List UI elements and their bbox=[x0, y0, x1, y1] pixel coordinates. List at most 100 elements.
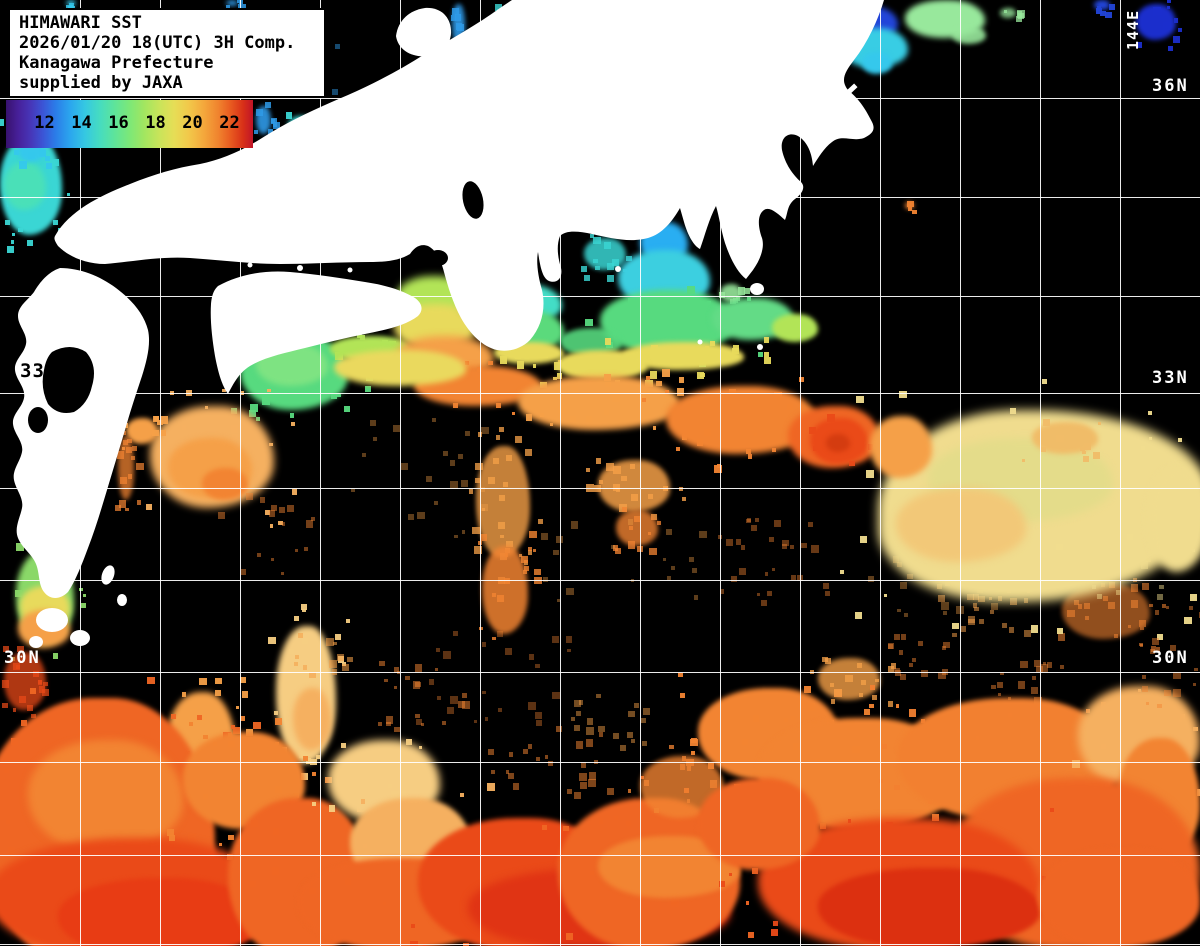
sst-speck bbox=[225, 5, 231, 10]
colorbar-tick-20: 20 bbox=[182, 113, 203, 133]
sst-speck bbox=[578, 699, 584, 705]
sst-speck bbox=[302, 608, 306, 613]
sst-speck bbox=[937, 594, 945, 602]
sst-speck bbox=[254, 130, 258, 134]
sst-speck bbox=[552, 691, 560, 699]
sst-speck bbox=[1141, 685, 1149, 693]
sst-speck bbox=[160, 429, 167, 436]
sst-speck bbox=[678, 377, 685, 383]
sst-speck bbox=[264, 101, 271, 108]
sst-speck bbox=[718, 880, 725, 887]
grid-line-lon bbox=[960, 0, 961, 946]
sst-speck bbox=[1157, 633, 1164, 640]
sst-speck bbox=[595, 458, 602, 464]
sst-speck bbox=[1126, 534, 1133, 541]
sst-speck bbox=[1022, 458, 1026, 462]
sst-speck bbox=[908, 709, 917, 717]
sst-speck bbox=[1030, 686, 1038, 694]
sst-speck bbox=[344, 878, 352, 885]
sst-speck bbox=[867, 576, 874, 583]
sst-speck bbox=[336, 392, 341, 398]
sst-speck bbox=[495, 402, 501, 408]
sst-speck bbox=[199, 677, 207, 686]
sst-speck bbox=[746, 901, 750, 905]
sst-speck bbox=[1159, 584, 1164, 590]
sst-speck bbox=[551, 635, 560, 643]
sst-speck bbox=[649, 371, 657, 379]
sst-speck bbox=[435, 667, 439, 671]
sst-speck bbox=[41, 689, 49, 697]
sst-speck bbox=[38, 679, 43, 684]
sst-speck bbox=[231, 433, 239, 441]
sst-speck bbox=[681, 756, 687, 761]
sst-speck bbox=[169, 834, 175, 841]
sst-speck bbox=[497, 707, 503, 713]
sst-speck bbox=[888, 643, 894, 649]
sst-speck bbox=[665, 390, 669, 394]
coast-marks-icon bbox=[812, 82, 858, 108]
sst-speck bbox=[676, 388, 685, 396]
sst-speck bbox=[752, 715, 760, 722]
sst-speck bbox=[136, 463, 144, 471]
sst-speck bbox=[859, 692, 864, 697]
sst-speck bbox=[2, 702, 9, 709]
osaka-bay bbox=[428, 250, 448, 266]
sst-speck bbox=[253, 722, 261, 730]
sst-speck bbox=[1190, 594, 1197, 601]
sst-speck bbox=[814, 759, 820, 765]
sst-speck bbox=[524, 448, 533, 456]
sst-speck bbox=[610, 544, 616, 550]
sst-speck bbox=[1194, 667, 1198, 671]
ariake-sea bbox=[42, 347, 94, 413]
sst-speck bbox=[450, 460, 456, 466]
sst-speck bbox=[434, 501, 439, 505]
sst-speck bbox=[586, 727, 594, 735]
sst-speck bbox=[627, 541, 636, 549]
sst-speck bbox=[644, 780, 650, 786]
sst-speck bbox=[227, 733, 232, 738]
sst-speck bbox=[537, 518, 544, 525]
sst-speck bbox=[514, 352, 522, 359]
sst-speck bbox=[391, 791, 399, 800]
sst-speck bbox=[378, 344, 382, 348]
shikoku-landmass bbox=[210, 271, 422, 394]
sst-speck bbox=[898, 650, 904, 655]
sst-speck bbox=[967, 615, 976, 624]
sst-speck bbox=[751, 868, 758, 875]
sst-speck bbox=[487, 783, 495, 791]
sst-speck bbox=[212, 742, 217, 747]
sst-speck bbox=[686, 798, 691, 803]
sst-speck bbox=[406, 738, 413, 745]
sst-speck bbox=[904, 613, 908, 617]
sst-speck bbox=[774, 392, 783, 400]
sst-speck bbox=[481, 641, 487, 647]
title-line-region: Kanagawa Prefecture bbox=[19, 53, 214, 73]
sst-speck bbox=[360, 799, 366, 804]
sst-speck bbox=[1103, 596, 1108, 601]
sst-speck bbox=[1135, 42, 1142, 49]
sst-speck bbox=[250, 820, 258, 828]
sst-speck bbox=[940, 601, 949, 610]
sst-speck bbox=[262, 397, 271, 406]
sst-speck bbox=[477, 541, 482, 546]
sst-speck bbox=[883, 593, 888, 598]
lake-biwa bbox=[462, 181, 484, 219]
sst-speck bbox=[598, 732, 604, 737]
sst-speck bbox=[472, 526, 480, 535]
sst-speck bbox=[615, 487, 621, 492]
sst-speck bbox=[1082, 455, 1089, 463]
sst-speck bbox=[1000, 672, 1004, 676]
sst-speck bbox=[942, 610, 948, 616]
sst-speck bbox=[689, 556, 695, 562]
sst-speck bbox=[890, 663, 897, 669]
sst-speck bbox=[566, 636, 573, 643]
sst-speck bbox=[203, 734, 209, 740]
sst-speck bbox=[1166, 606, 1170, 610]
sst-speck bbox=[887, 642, 894, 649]
sst-speck bbox=[311, 771, 317, 777]
sst-speck bbox=[556, 373, 562, 379]
sst-speck bbox=[4, 219, 10, 225]
sst-speck bbox=[454, 14, 462, 21]
sst-speck bbox=[505, 455, 513, 462]
sst-speck bbox=[1080, 446, 1085, 452]
